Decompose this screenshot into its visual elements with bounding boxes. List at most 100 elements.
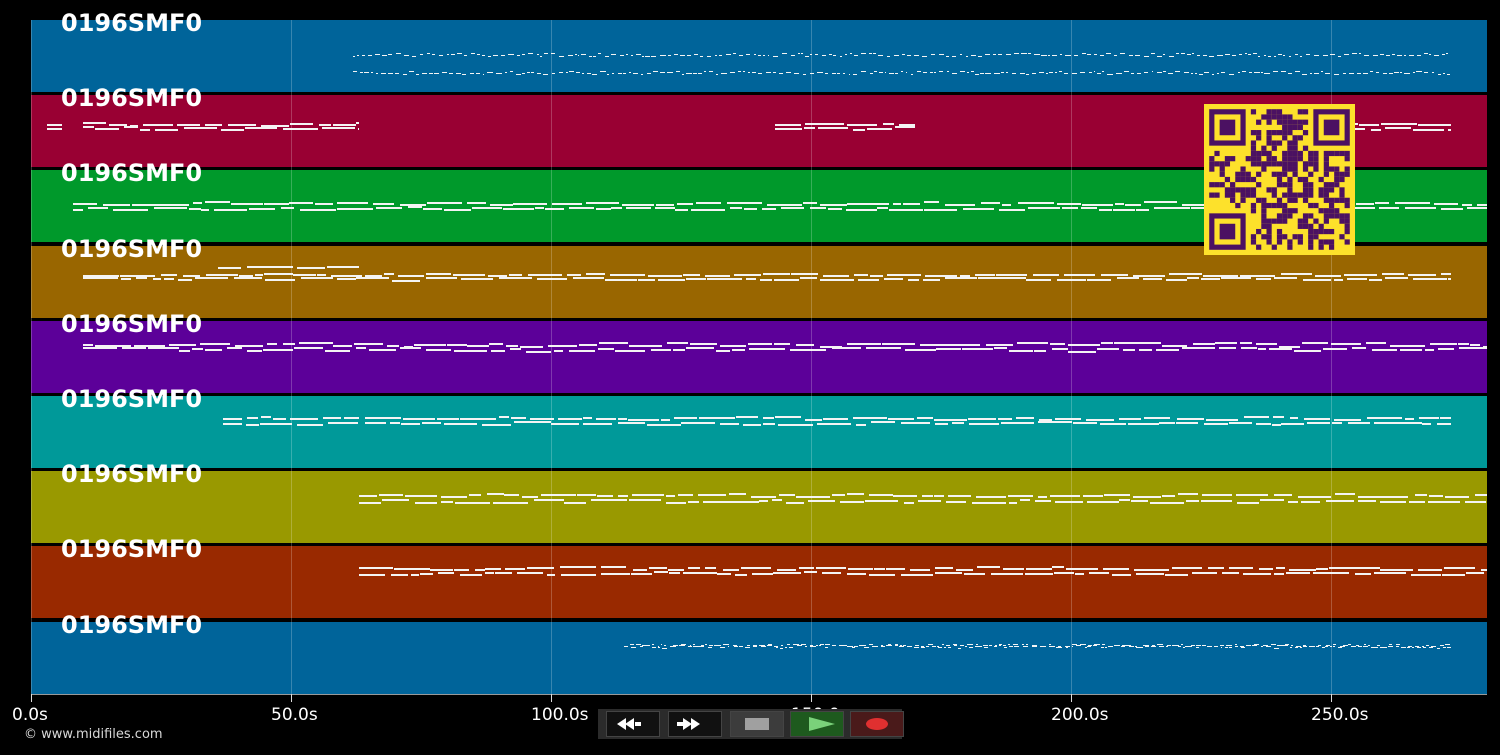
note-mark (809, 72, 815, 74)
note-mark (1132, 275, 1166, 278)
note-mark (1161, 494, 1176, 497)
note-mark (645, 55, 650, 57)
note-mark (1234, 645, 1239, 647)
note-mark (1038, 418, 1053, 421)
note-mark (344, 417, 360, 420)
note-mark (1088, 645, 1092, 647)
note-mark (1410, 573, 1441, 576)
note-mark (129, 125, 138, 128)
note-mark (1003, 568, 1025, 571)
note-mark (799, 567, 815, 570)
note-mark (687, 566, 701, 569)
note-mark (263, 349, 293, 352)
note-mark (823, 417, 848, 420)
note-mark (1213, 645, 1218, 647)
note-mark (956, 568, 973, 571)
note-mark (595, 208, 611, 211)
note-mark (920, 343, 949, 346)
note-mark (679, 54, 686, 56)
note-mark (410, 573, 419, 576)
note-mark (793, 73, 800, 75)
note-mark (140, 128, 150, 131)
note-mark (1165, 645, 1169, 647)
note-mark (1314, 55, 1320, 57)
note-mark (1289, 417, 1299, 420)
note-mark (1025, 568, 1052, 571)
note-mark (666, 342, 689, 344)
note-mark (1181, 53, 1186, 55)
note-mark (968, 418, 996, 421)
note-mark (1139, 349, 1152, 352)
note-mark (1393, 72, 1399, 74)
note-mark (1332, 643, 1336, 645)
note-mark (143, 123, 174, 126)
note-mark (874, 71, 878, 73)
note-mark (1056, 647, 1062, 649)
play-icon (809, 717, 835, 731)
note-mark (501, 54, 506, 56)
note-mark (1118, 417, 1141, 420)
note-mark (1135, 55, 1141, 57)
note-mark (537, 54, 539, 56)
note-mark (1237, 71, 1240, 73)
note-mark (422, 208, 442, 211)
note-mark (353, 71, 357, 73)
note-mark (1001, 72, 1005, 74)
play-button[interactable] (790, 711, 844, 737)
note-mark (1407, 646, 1411, 648)
note-mark (1124, 71, 1129, 73)
note-mark (1379, 54, 1384, 56)
fast-forward-button[interactable] (668, 711, 722, 737)
note-mark (356, 122, 359, 125)
qr-code-icon (1204, 104, 1355, 255)
note-mark (153, 207, 187, 210)
note-mark (405, 494, 438, 497)
note-mark (1067, 350, 1097, 353)
note-mark (1441, 54, 1445, 56)
note-mark (1066, 567, 1098, 570)
track-label: 0196SMF0 (61, 309, 203, 338)
note-mark (1086, 418, 1115, 421)
note-mark (456, 73, 461, 75)
note-mark (1357, 495, 1380, 498)
note-mark (1058, 71, 1063, 73)
note-mark (1339, 645, 1345, 647)
note-mark (1480, 569, 1487, 572)
note-mark (705, 275, 731, 278)
note-mark (1080, 72, 1086, 74)
note-mark (650, 55, 656, 57)
time-axis (31, 694, 1487, 695)
note-mark (1180, 643, 1183, 645)
note-mark (1388, 73, 1393, 75)
note-mark (1182, 646, 1185, 648)
record-button[interactable] (850, 711, 904, 737)
note-mark (803, 201, 818, 204)
note-mark (519, 345, 543, 348)
note-mark (1349, 72, 1354, 74)
note-mark (951, 422, 964, 425)
note-mark (846, 123, 878, 126)
note-mark (971, 55, 976, 57)
note-mark (810, 646, 814, 648)
note-mark (83, 347, 117, 350)
note-mark (707, 493, 726, 496)
note-mark (1295, 646, 1299, 648)
note-mark (1014, 646, 1019, 647)
note-mark (1100, 342, 1113, 345)
note-mark (1203, 55, 1208, 57)
stop-button[interactable] (730, 711, 784, 737)
note-mark (249, 208, 276, 211)
note-mark (1193, 342, 1215, 345)
note-mark (852, 128, 865, 131)
note-mark (974, 646, 980, 648)
note-mark (1113, 208, 1135, 211)
note-mark (1334, 73, 1340, 75)
note-mark (1093, 644, 1098, 646)
rewind-button[interactable] (606, 711, 660, 737)
note-mark (849, 53, 853, 55)
note-mark (758, 55, 761, 57)
note-mark (121, 347, 147, 350)
note-mark (391, 279, 421, 282)
note-mark (1099, 208, 1113, 211)
note-mark (568, 207, 595, 210)
